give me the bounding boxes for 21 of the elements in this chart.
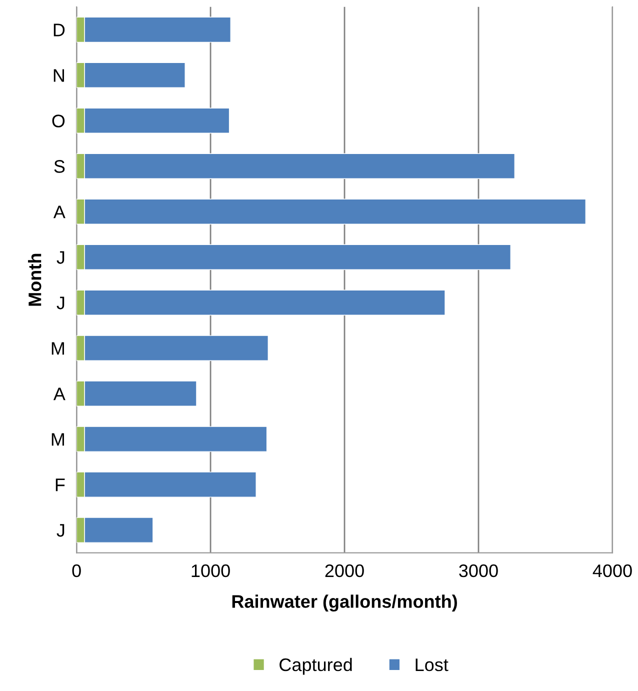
y-tick-label: A [53, 388, 66, 400]
legend-label: Lost [416, 658, 448, 672]
x-axis-title: Rainwater (gallons/month) [232, 594, 457, 612]
x-tick-label: 3000 [459, 564, 498, 578]
y-tick-label: O [52, 114, 65, 128]
x-tick-label: 4000 [592, 564, 632, 578]
y-axis-title: Month [28, 254, 42, 306]
y-tick-label: S [54, 160, 65, 173]
y-tick-label: A [53, 206, 66, 218]
y-tick-label: J [56, 251, 64, 264]
x-tick-label: 2000 [325, 564, 364, 578]
y-tick-label: F [56, 478, 65, 492]
y-tick-label: J [56, 524, 64, 537]
y-tick-label: N [54, 69, 64, 82]
y-tick-label: J [56, 296, 64, 310]
y-tick-label: D [54, 24, 65, 36]
x-tick-label: 0 [72, 564, 81, 578]
y-tick-label: M [52, 342, 64, 355]
x-tick-label: 1000 [192, 564, 230, 578]
legend-label: Captured [280, 658, 352, 675]
y-tick-label: M [52, 433, 64, 446]
